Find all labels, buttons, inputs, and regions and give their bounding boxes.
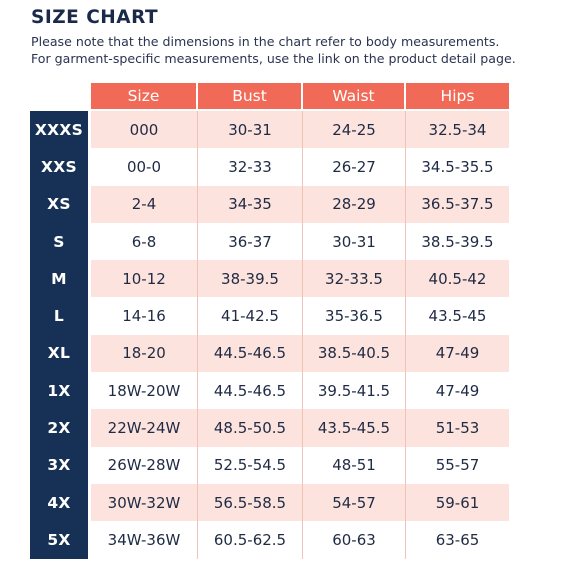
cell-hips: 38.5-39.5 xyxy=(421,232,494,251)
cell-bust: 60.5-62.5 xyxy=(198,521,303,559)
cell-hips: 40.5-42 xyxy=(406,260,509,298)
table-row: 26W-28W 52.5-54.5 48-51 55-57 xyxy=(91,446,509,484)
size-label: XXXS xyxy=(34,120,84,139)
size-label: 2X xyxy=(47,419,71,438)
cell-bust: 36-37 xyxy=(198,222,303,261)
cell-bust: 38-39.5 xyxy=(198,260,303,298)
table-row: 2-4 34-35 28-29 36.5-37.5 xyxy=(91,185,509,223)
cell-waist: 54-57 xyxy=(303,483,406,522)
size-label: 5X xyxy=(47,530,71,549)
size-label: XS xyxy=(47,195,71,214)
cell-waist: 28-29 xyxy=(303,185,406,223)
cell-bust: 56.5-58.5 xyxy=(198,483,303,522)
size-label: M xyxy=(51,269,67,288)
size-label: 4X xyxy=(47,493,71,512)
table-row: 00-0 32-33 26-27 34.5-35.5 xyxy=(91,148,509,186)
cell-waist: 32-33.5 xyxy=(303,260,406,298)
cell-waist: 24-25 xyxy=(303,111,406,149)
table-row: 18W-20W 44.5-46.5 39.5-41.5 47-49 xyxy=(91,372,509,410)
cell-hips: 34.5-35.5 xyxy=(421,157,494,176)
table-row: 18-20 44.5-46.5 38.5-40.5 47-49 xyxy=(91,334,509,373)
cell-size: 10-12 xyxy=(91,260,198,298)
header-size: Size xyxy=(91,83,196,109)
cell-size: 14-16 xyxy=(91,297,198,335)
cell-size: 22W-24W xyxy=(91,409,198,447)
cell-waist: 38.5-40.5 xyxy=(303,334,406,373)
size-label: XXS xyxy=(41,157,77,176)
cell-bust: 30-31 xyxy=(198,111,303,149)
note-line-1: Please note that the dimensions in the c… xyxy=(31,34,500,49)
cell-bust: 48.5-50.5 xyxy=(198,409,303,447)
page-title: SIZE CHART xyxy=(31,7,159,28)
table-row: 22W-24W 48.5-50.5 43.5-45.5 51-53 xyxy=(91,409,509,447)
size-table: 000 30-31 24-25 32.5-34 00-0 32-33 26-27 34.5-3… xyxy=(91,111,509,559)
cell-bust: 41-42.5 xyxy=(198,297,303,335)
cell-hips: 47-49 xyxy=(435,381,480,400)
cell-bust: 52.5-54.5 xyxy=(198,446,303,484)
cell-size: 6-8 xyxy=(91,222,198,261)
size-label: XL xyxy=(47,344,71,363)
size-label-column: XXXS XXS XS S M L XL 1X 2X 3X 4X 5X xyxy=(30,111,88,559)
table-header: Size Bust Waist Hips xyxy=(91,83,509,109)
header-waist: Waist xyxy=(303,83,404,109)
cell-bust: 44.5-46.5 xyxy=(198,334,303,373)
cell-size: 2-4 xyxy=(91,185,198,223)
note-line-2: For garment-specific measurements, use t… xyxy=(31,51,516,66)
cell-waist: 26-27 xyxy=(303,148,406,186)
cell-size: 30W-32W xyxy=(91,483,198,522)
cell-hips: 51-53 xyxy=(406,409,509,447)
cell-bust: 44.5-46.5 xyxy=(198,372,303,410)
size-label: L xyxy=(53,307,65,326)
cell-bust: 34-35 xyxy=(198,185,303,223)
cell-size: 18W-20W xyxy=(91,372,198,410)
size-label: 3X xyxy=(47,456,71,475)
header-hips: Hips xyxy=(406,83,509,109)
table-row: 34W-36W 60.5-62.5 60-63 63-65 xyxy=(91,521,509,559)
table-row: 000 30-31 24-25 32.5-34 xyxy=(91,111,509,149)
table-row: 10-12 38-39.5 32-33.5 40.5-42 xyxy=(91,260,509,298)
cell-hips: 43.5-45 xyxy=(428,307,487,326)
cell-hips: 47-49 xyxy=(406,334,509,373)
header-bust: Bust xyxy=(198,83,301,109)
cell-hips: 36.5-37.5 xyxy=(406,185,509,223)
cell-hips: 63-65 xyxy=(435,530,480,549)
cell-bust: 32-33 xyxy=(198,148,303,186)
cell-hips: 59-61 xyxy=(406,483,509,522)
cell-size: 34W-36W xyxy=(91,521,198,559)
cell-waist: 60-63 xyxy=(303,521,406,559)
table-row: 14-16 41-42.5 35-36.5 43.5-45 xyxy=(91,297,509,335)
cell-size: 26W-28W xyxy=(91,446,198,484)
table-row: 6-8 36-37 30-31 38.5-39.5 xyxy=(91,222,509,261)
cell-hips: 55-57 xyxy=(435,456,480,475)
cell-waist: 35-36.5 xyxy=(303,297,406,335)
cell-waist: 48-51 xyxy=(303,446,406,484)
cell-size: 000 xyxy=(91,111,198,149)
cell-size: 00-0 xyxy=(91,148,198,186)
cell-waist: 43.5-45.5 xyxy=(303,409,406,447)
cell-hips: 32.5-34 xyxy=(406,111,509,149)
cell-size: 18-20 xyxy=(91,334,198,373)
cell-waist: 39.5-41.5 xyxy=(303,372,406,410)
cell-waist: 30-31 xyxy=(303,222,406,261)
size-label: S xyxy=(53,232,65,251)
table-row: 30W-32W 56.5-58.5 54-57 59-61 xyxy=(91,483,509,522)
size-label: 1X xyxy=(47,381,71,400)
